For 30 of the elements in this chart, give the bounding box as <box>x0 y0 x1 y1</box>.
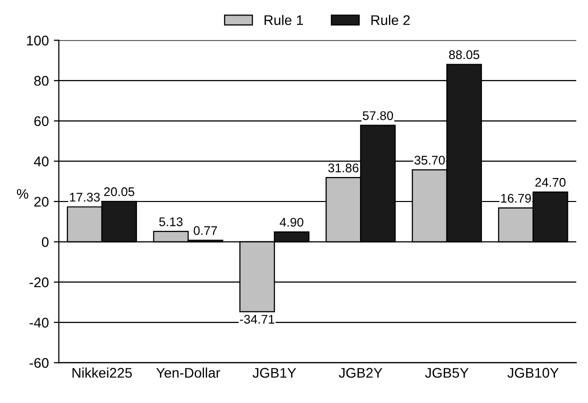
y-tick-label: 60 <box>34 116 49 126</box>
data-label: 0.77 <box>194 226 217 235</box>
data-label: 35.70 <box>414 156 445 165</box>
data-label: -34.71 <box>240 314 274 324</box>
data-label: 31.86 <box>328 164 358 172</box>
y-tick-label: 0 <box>42 237 49 247</box>
legend-label: Rule 2 <box>371 14 410 26</box>
y-tick-label: -20 <box>30 277 49 288</box>
y-tick-label: 40 <box>34 156 49 166</box>
data-label: 88.05 <box>449 50 480 60</box>
data-label: 4.90 <box>280 218 304 227</box>
legend-label: Rule 1 <box>264 14 303 26</box>
data-label: 24.70 <box>535 178 566 187</box>
data-label: 57.80 <box>362 111 394 120</box>
y-tick-label: -40 <box>30 318 49 328</box>
x-tick-label: Nikkei225 <box>72 368 132 378</box>
x-tick-label: JGB2Y <box>338 368 382 378</box>
data-label: 5.13 <box>159 217 183 226</box>
x-tick-label: JGB1Y <box>252 368 296 378</box>
x-tick-label: JGB10Y <box>507 368 559 378</box>
y-tick-label: 80 <box>34 76 49 86</box>
y-axis-title: % <box>16 188 28 199</box>
y-tick-label: 20 <box>34 196 49 207</box>
data-label: 16.79 <box>501 194 531 203</box>
x-tick-label: JGB5Y <box>425 368 469 378</box>
y-tick-label: 100 <box>26 36 49 46</box>
y-tick-label: -60 <box>30 358 49 368</box>
data-label: 20.05 <box>104 187 134 196</box>
data-label: 17.33 <box>70 192 100 202</box>
x-tick-label: Yen-Dollar <box>156 368 220 378</box>
